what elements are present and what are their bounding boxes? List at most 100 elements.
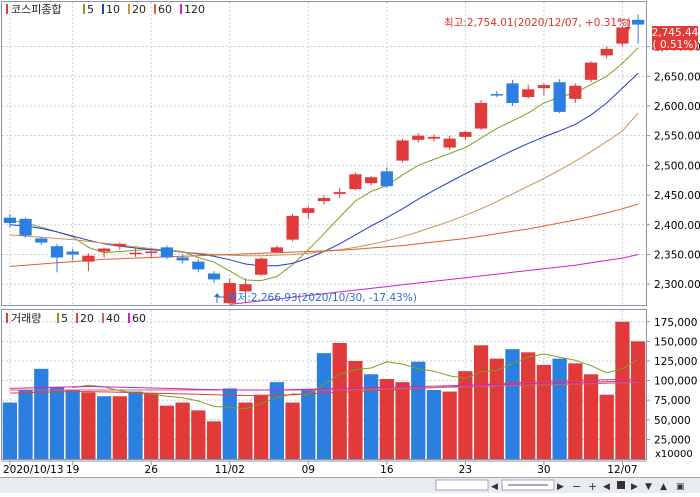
volume-bar: [238, 402, 253, 459]
volume-bar: [426, 389, 442, 459]
candle-body: [50, 246, 64, 258]
low-annotation-arrowhead: [214, 293, 220, 297]
volume-tick-label: 50,000: [654, 415, 691, 427]
candle-body: [459, 132, 472, 137]
last-icon[interactable]: ▲: [660, 482, 667, 492]
volume-vma60-line: [9, 380, 639, 391]
last-price-background: [652, 26, 698, 50]
volume-bars: [2, 321, 646, 459]
candle-body: [66, 251, 79, 255]
candle-body: [239, 284, 252, 292]
candle-body: [632, 19, 645, 25]
zoom-in-icon[interactable]: +: [588, 480, 597, 493]
volume-bar: [583, 374, 599, 459]
candle-body: [3, 217, 16, 224]
candle-body: [207, 273, 221, 280]
candlesticks: [3, 14, 645, 305]
scroll-right-icon[interactable]: ▶: [557, 482, 564, 492]
last-price-badge: 2,745.44 ( 0.51%): [652, 26, 699, 51]
candle-body: [192, 261, 205, 270]
price-panel-frame: [1, 1, 647, 306]
volume-bar: [65, 389, 80, 459]
last-price-change: ( 0.51%): [653, 39, 698, 51]
stop-icon[interactable]: [617, 481, 625, 489]
candle-body: [537, 85, 551, 89]
legend-item-label: 5: [87, 3, 94, 16]
volume-bar: [505, 349, 520, 459]
legend-item-label: 20: [80, 312, 94, 325]
volume-bar: [18, 389, 33, 459]
volume-bar: [473, 345, 489, 459]
price-tick-label: 2,500.00: [654, 160, 700, 172]
volume-unit-label: x10000: [655, 449, 693, 460]
volume-bar: [395, 382, 410, 459]
volume-bar: [34, 368, 49, 459]
volume-bar: [348, 360, 363, 459]
volume-bar: [379, 379, 394, 459]
volume-bar: [254, 394, 269, 459]
volume-axis: 25,000 50,000 75,000 100,000 125,000 150,000 1…: [646, 317, 697, 446]
candle-body: [349, 174, 362, 190]
date-axis: 2020/10/13 19 26 11/02 09 16 23 30 12/07: [2, 460, 646, 476]
legend-item-label: 20: [132, 3, 146, 16]
legend-swatch: [154, 4, 156, 14]
move-left-icon[interactable]: ◀: [603, 482, 610, 492]
volume-bar: [458, 371, 473, 459]
volume-panel-frame: [1, 309, 647, 460]
volume-bar: [521, 352, 536, 459]
date-tick-label: 30: [537, 464, 550, 476]
date-tick-label: 11/02: [215, 464, 245, 476]
legend-swatch: [102, 313, 104, 323]
volume-bar: [631, 341, 646, 459]
candle-body: [302, 208, 315, 213]
candle-body: [490, 94, 503, 96]
scroll-left-icon[interactable]: ◀: [491, 482, 498, 492]
volume-bar: [206, 421, 222, 459]
candle-body: [255, 258, 268, 275]
volume-legend[interactable]: 거래량 5 20 40 60: [6, 312, 146, 325]
legend-title: 거래량: [11, 312, 41, 325]
candle-body: [412, 135, 425, 140]
price-tick-label: 2,450.00: [654, 190, 700, 202]
volume-bar: [615, 321, 630, 459]
move-right-icon[interactable]: ▶: [631, 482, 638, 492]
volume-bar: [301, 389, 316, 459]
settings-icon[interactable]: ▣: [676, 482, 685, 492]
price-ma120-line: [229, 254, 639, 305]
zoom-out-icon[interactable]: −: [572, 480, 581, 493]
volume-vma40-line: [9, 382, 639, 391]
legend-swatch: [83, 4, 85, 14]
scroll-track[interactable]: [435, 479, 489, 491]
volume-tick-label: 175,000: [654, 317, 697, 329]
volume-ma-lines: [9, 353, 639, 410]
legend-item-label: 5: [61, 312, 68, 325]
candle-body: [82, 255, 95, 262]
volume-bar: [191, 410, 206, 459]
volume-tick-label: 150,000: [654, 336, 697, 348]
volume-bar: [159, 405, 175, 459]
high-annotation-text: 최고:2,754.01(2020/12/07, +0.31%): [444, 17, 631, 29]
candle-body: [223, 283, 236, 304]
first-icon[interactable]: ▼: [645, 482, 652, 492]
legend-item-label: 120: [184, 3, 205, 16]
candle-body: [474, 103, 488, 129]
candle-body: [113, 243, 126, 247]
volume-bar: [536, 364, 552, 459]
price-legend[interactable]: 코스피종합 5 10 20 60 120: [6, 3, 205, 16]
price-tick-label: 2,600.00: [654, 101, 700, 113]
candle-body: [333, 192, 346, 194]
low-annotation-text: 최저:2,266.93(2020/10/30, -17.43%): [228, 292, 417, 304]
price-axis: 2,300.00 2,350.00 2,400.00 2,450.00 2,500.00…: [646, 42, 700, 291]
legend-swatch: [128, 4, 130, 14]
candle-body: [270, 247, 284, 253]
volume-bar: [112, 396, 127, 459]
candle-body: [145, 251, 158, 254]
candle-body: [97, 248, 111, 252]
volume-bar: [81, 392, 96, 459]
date-tick-label: 16: [380, 464, 394, 476]
candle-body: [616, 27, 629, 44]
candle-body: [176, 257, 189, 261]
volume-tick-label: 25,000: [654, 434, 691, 446]
